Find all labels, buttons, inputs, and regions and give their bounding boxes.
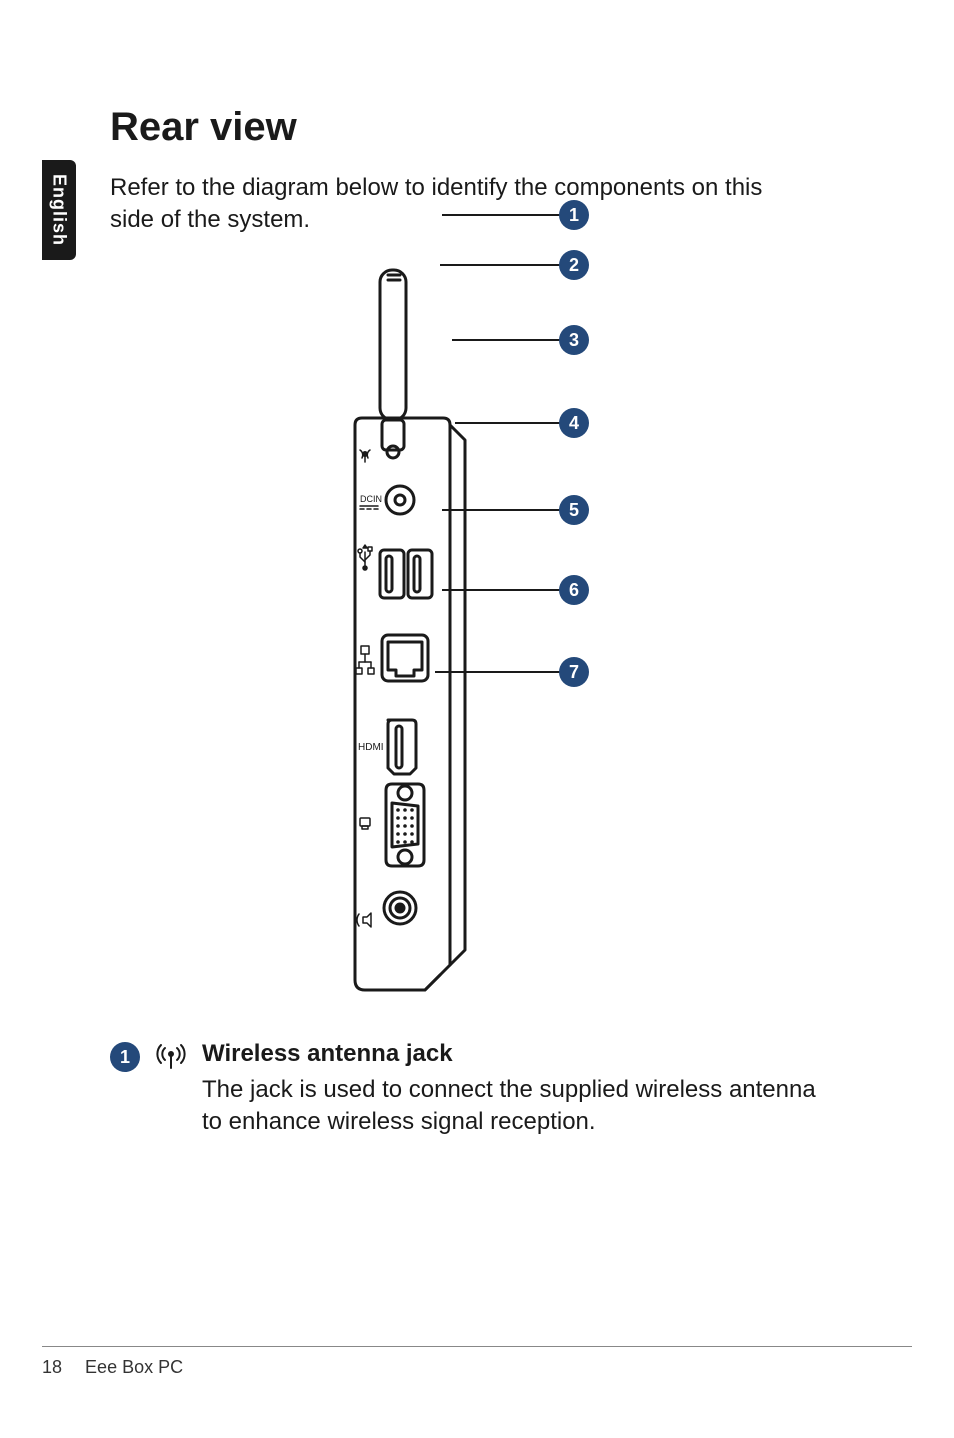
description-block: 1 Wireless antenna jack The jack is used… [110,1040,830,1139]
lan-port-icon [356,635,428,681]
callout-1: 1 [560,200,589,230]
callout-7: 7 [560,657,589,687]
page-title: Rear view [110,105,810,150]
description-text: Wireless antenna jack The jack is used t… [202,1040,830,1139]
description-body: The jack is used to connect the supplied… [202,1074,830,1139]
callout-line [455,422,560,424]
usb-ports-icon [358,545,432,598]
callout-line [442,509,560,511]
description-row: 1 Wireless antenna jack The jack is used… [110,1040,830,1139]
language-tab-label: English [49,174,70,246]
rear-view-diagram: DCIN [300,250,700,1010]
audio-out-icon [357,892,416,927]
antenna-icon [380,270,406,458]
page-number: 18 [42,1357,62,1377]
doc-title: Eee Box PC [85,1357,183,1377]
dc-in-port-icon: DCIN [360,486,414,514]
hdmi-port-icon: HDMI [358,720,416,774]
callout-number-badge: 7 [559,657,589,687]
callout-line [452,339,560,341]
description-number-badge: 1 [110,1042,140,1072]
callout-number-badge: 5 [559,495,589,525]
callout-number-badge: 3 [559,325,589,355]
callout-4: 4 [560,408,589,438]
callout-number-badge: 1 [559,200,589,230]
callout-number-badge: 6 [559,575,589,605]
page-footer: 18 Eee Box PC [42,1346,912,1378]
callout-6: 6 [560,575,589,605]
device-svg: DCIN [300,250,700,1010]
vga-port-icon [360,784,424,866]
dcin-label: DCIN [360,494,382,504]
content-area: Rear view Refer to the diagram below to … [110,105,810,237]
intro-text: Refer to the diagram below to identify t… [110,172,810,237]
callout-2: 2 [560,250,589,280]
callout-3: 3 [560,325,589,355]
wireless-jack-icon [360,450,370,462]
language-tab: English [42,160,76,260]
callout-line [435,671,560,673]
callout-number-badge: 4 [559,408,589,438]
callout-line [440,264,560,266]
hdmi-label: HDMI [358,742,384,753]
description-title: Wireless antenna jack [202,1040,830,1068]
callout-number-badge: 2 [559,250,589,280]
callout-line [442,589,560,591]
page: English Rear view Refer to the diagram b… [0,0,954,1438]
wireless-icon [156,1042,186,1077]
callout-5: 5 [560,495,589,525]
callout-line [442,214,560,216]
